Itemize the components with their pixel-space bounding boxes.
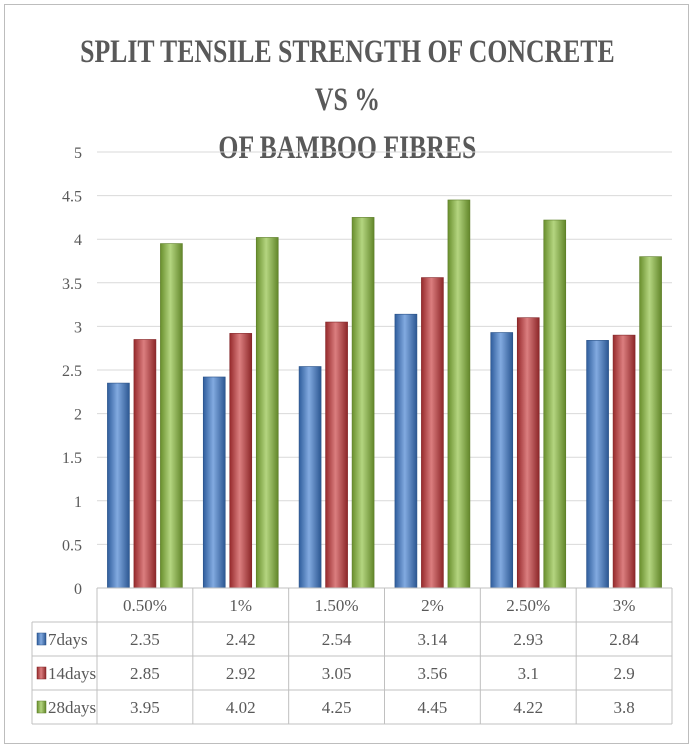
bar-28days-0	[160, 243, 183, 589]
bar-14days-4	[516, 317, 540, 589]
legend-label-14days: 14days	[48, 664, 96, 683]
y-tick-label: 4	[74, 232, 82, 249]
gridlines	[97, 151, 672, 589]
y-tick-label: 1	[74, 494, 82, 511]
bar-14days-2	[325, 321, 348, 589]
legend-key-7days	[36, 632, 47, 646]
table-cell: 4.25	[322, 698, 352, 717]
category-label: 3%	[613, 596, 636, 615]
bar-7days-5	[586, 340, 609, 589]
y-tick-label: 5	[74, 145, 82, 162]
bar-14days-3	[421, 277, 444, 589]
table-cell: 2.9	[613, 664, 634, 683]
bar-7days-3	[394, 313, 418, 589]
y-tick-label: 1.5	[62, 450, 82, 467]
bar-14days-5	[612, 334, 636, 589]
bar-7days-0	[107, 382, 130, 589]
table-cell: 2.85	[130, 664, 160, 683]
chart-title-line-1: SPLIT TENSILE STRENGTH OF CONCRETE VS %	[80, 34, 615, 118]
table-cell: 2.93	[513, 630, 543, 649]
table-cell: 2.35	[130, 630, 160, 649]
bar-14days-1	[229, 333, 253, 589]
y-tick-label: 2.5	[62, 363, 82, 380]
bars	[107, 199, 662, 589]
bar-7days-4	[490, 332, 514, 589]
bar-28days-3	[447, 199, 471, 589]
y-tick-label: 2	[74, 407, 82, 424]
category-label: 2%	[421, 596, 444, 615]
category-label: 1%	[229, 596, 252, 615]
bar-28days-4	[543, 219, 567, 589]
chart-title-line-2: OF BAMBOO FIBRES	[218, 130, 477, 166]
bar-14days-0	[133, 339, 157, 589]
table-cell: 2.54	[322, 630, 352, 649]
y-tick-label: 3.5	[62, 276, 82, 293]
table-cell: 2.42	[226, 630, 256, 649]
table-cell: 3.56	[418, 664, 448, 683]
y-tick-label: 0	[74, 581, 82, 598]
legend-label-28days: 28days	[48, 698, 96, 717]
bar-7days-2	[298, 366, 322, 589]
category-label: 1.50%	[315, 596, 359, 615]
table-cell: 3.14	[418, 630, 448, 649]
category-label: 2.50%	[506, 596, 550, 615]
bar-28days-2	[351, 217, 375, 589]
table-cell: 3.1	[518, 664, 539, 683]
table-cell: 4.22	[513, 698, 543, 717]
legend-key-28days	[36, 700, 47, 714]
y-tick-label: 0.5	[62, 537, 82, 554]
category-label: 0.50%	[123, 596, 167, 615]
table-cell: 3.05	[322, 664, 352, 683]
table-cell: 4.45	[418, 698, 448, 717]
y-tick-label: 4.5	[62, 189, 82, 206]
table-cell: 3.95	[130, 698, 160, 717]
chart-title: SPLIT TENSILE STRENGTH OF CONCRETE VS % …	[76, 28, 618, 172]
data-table: 0.50% 1% 1.50% 2% 2.50% 3% 7days 2.35 2.42 2.54 3.…	[31, 587, 673, 725]
y-tick-label: 3	[74, 319, 82, 336]
table-cell: 2.84	[609, 630, 639, 649]
y-axis-ticks: 0 0.5 1 1.5 2 2.5 3 3.5 4 4.5 5	[62, 145, 82, 598]
table-cell: 2.92	[226, 664, 256, 683]
bar-7days-1	[202, 376, 226, 589]
bar-28days-1	[255, 237, 279, 589]
legend-key-14days	[36, 666, 47, 680]
bar-28days-5	[639, 256, 662, 589]
table-cell: 4.02	[226, 698, 256, 717]
legend-label-7days: 7days	[48, 630, 88, 649]
table-cell: 3.8	[613, 698, 634, 717]
